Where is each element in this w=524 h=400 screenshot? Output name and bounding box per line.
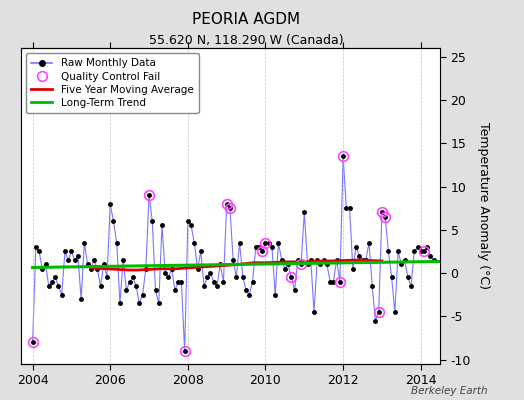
Y-axis label: Temperature Anomaly (°C): Temperature Anomaly (°C) <box>477 122 490 290</box>
Text: 55.620 N, 118.290 W (Canada): 55.620 N, 118.290 W (Canada) <box>149 34 344 47</box>
Text: Berkeley Earth: Berkeley Earth <box>411 386 487 396</box>
Text: PEORIA AGDM: PEORIA AGDM <box>192 12 300 27</box>
Legend: Raw Monthly Data, Quality Control Fail, Five Year Moving Average, Long-Term Tren: Raw Monthly Data, Quality Control Fail, … <box>26 53 199 113</box>
